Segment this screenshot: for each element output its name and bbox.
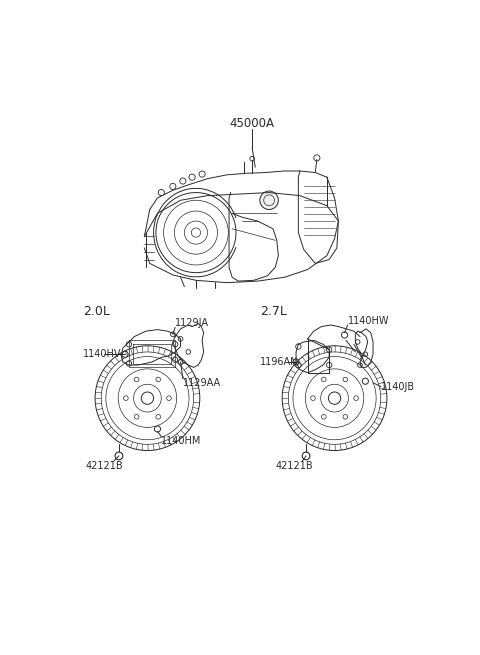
Text: 2.7L: 2.7L (260, 305, 287, 318)
Text: 1129AA: 1129AA (183, 378, 221, 388)
Text: 42121B: 42121B (86, 461, 123, 471)
Text: 1140HV: 1140HV (83, 349, 121, 359)
Circle shape (260, 191, 278, 210)
Text: 1196AN: 1196AN (260, 357, 299, 367)
Text: 1140HW: 1140HW (348, 316, 389, 326)
Text: 1129JA: 1129JA (175, 318, 209, 328)
Text: 1140JB: 1140JB (381, 382, 415, 392)
Text: 45000A: 45000A (229, 117, 275, 130)
Text: 42121B: 42121B (275, 461, 313, 471)
Text: 1140HM: 1140HM (161, 436, 202, 445)
Text: 2.0L: 2.0L (83, 305, 109, 318)
